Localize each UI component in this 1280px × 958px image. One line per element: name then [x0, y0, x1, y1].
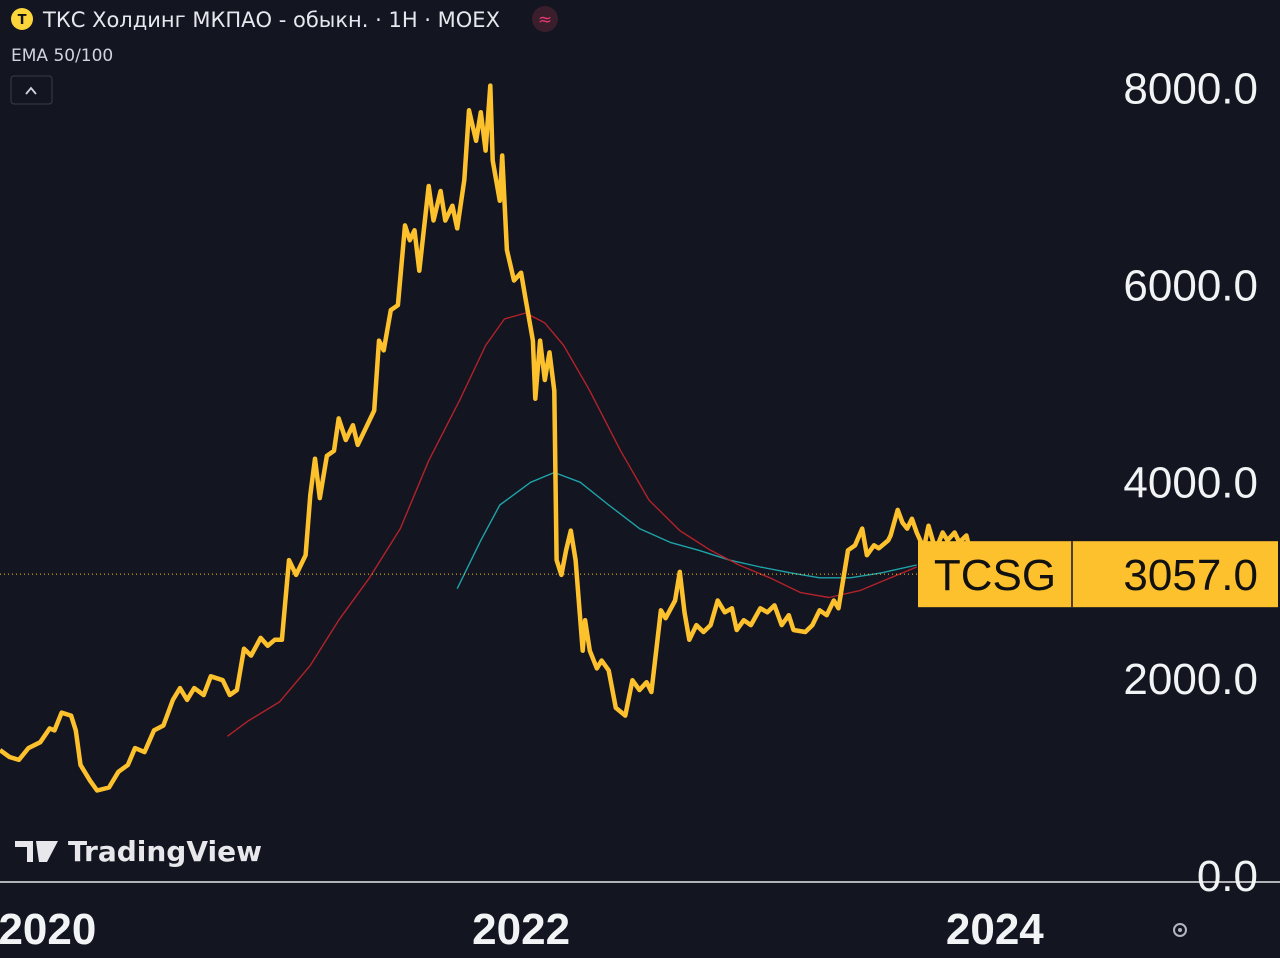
- indicator-label: EMA 50/100: [11, 46, 113, 66]
- last-price-label: 3057.0: [1123, 551, 1258, 600]
- collapse-arrow: [25, 86, 37, 95]
- ema-line: [226, 312, 917, 737]
- ema-line: [456, 471, 917, 590]
- y-tick-label: 0.0: [1197, 852, 1258, 901]
- collapse-button[interactable]: [10, 75, 53, 105]
- symbol-label: TCSG: [934, 551, 1056, 600]
- y-tick-label: 6000.0: [1123, 261, 1258, 310]
- symbol-icon-letter: T: [18, 13, 27, 28]
- settings-icon[interactable]: [1173, 923, 1187, 937]
- plot-area: [0, 83, 1073, 793]
- y-tick-label: 4000.0: [1123, 458, 1258, 507]
- watermark: TradingView: [15, 835, 262, 868]
- price-line: [0, 83, 971, 793]
- watermark-logo: [15, 841, 58, 862]
- y-tick-label: 8000.0: [1123, 65, 1258, 114]
- x-tick-label: 2022: [472, 905, 570, 954]
- compare-icon[interactable]: [532, 6, 558, 32]
- settings-icon-dot: [1178, 928, 1182, 932]
- x-tick-label: 2020: [0, 905, 96, 954]
- x-tick-label: 2024: [946, 905, 1044, 954]
- watermark-text: TradingView: [68, 835, 262, 868]
- y-tick-label: 2000.0: [1123, 655, 1258, 704]
- symbol-icon: [11, 8, 33, 30]
- last-price-box: [918, 541, 1278, 608]
- chart-title: ТКС Холдинг МКПАО - обыкн. · 1Н · MOEX: [42, 8, 500, 32]
- compare-icon-glyph: ≈: [538, 10, 552, 30]
